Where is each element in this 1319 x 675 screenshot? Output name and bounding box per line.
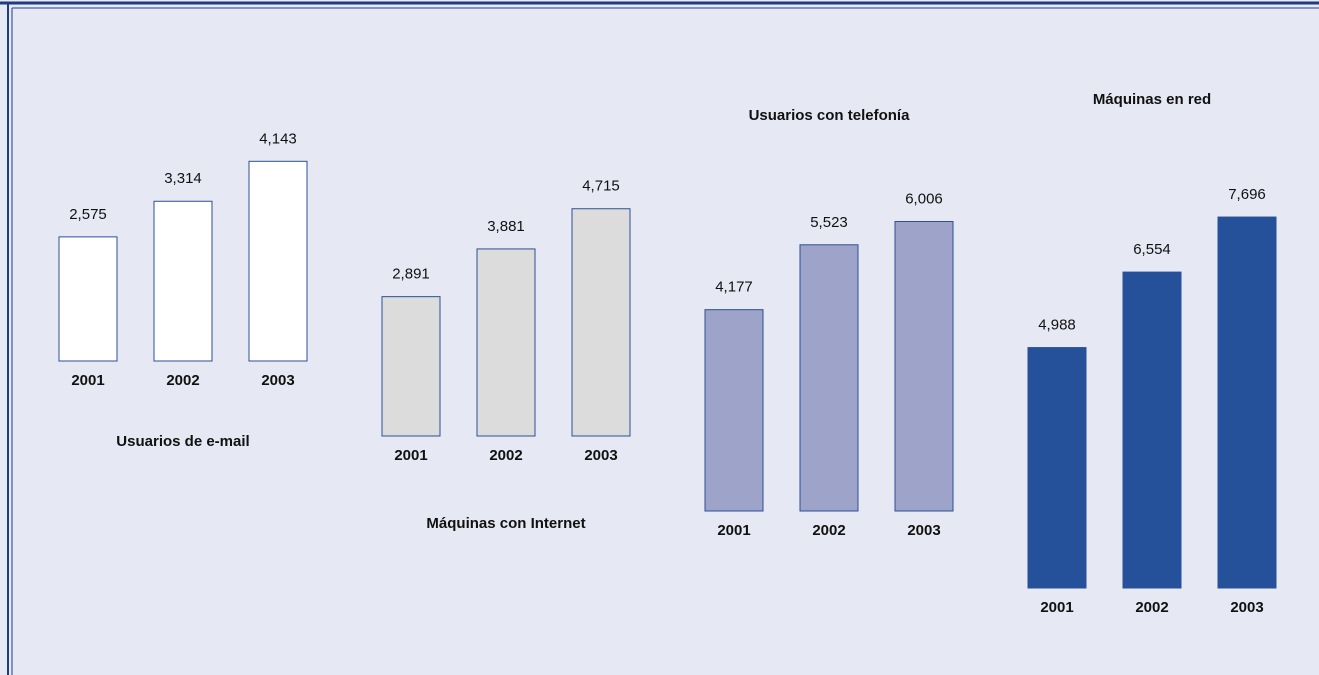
bar [1122, 271, 1182, 589]
category-label: 2003 [584, 447, 617, 464]
chart-title: Máquinas en red [1093, 91, 1211, 108]
value-label: 4,988 [1038, 317, 1076, 334]
value-label: 5,523 [810, 214, 848, 231]
category-label: 2003 [1230, 599, 1263, 616]
bar [248, 160, 308, 362]
bar [58, 236, 118, 362]
bar [153, 200, 213, 362]
value-label: 7,696 [1228, 186, 1266, 203]
category-label: 2001 [71, 372, 104, 389]
bar [799, 244, 859, 512]
chart-title: Usuarios con telefonía [749, 107, 911, 124]
bar [381, 296, 441, 437]
bar [476, 248, 536, 437]
category-label: 2003 [261, 372, 294, 389]
category-label: 2001 [394, 447, 427, 464]
bar [704, 309, 764, 512]
chart-title: Máquinas con Internet [426, 515, 585, 532]
value-label: 4,177 [715, 279, 753, 296]
category-label: 2003 [907, 522, 940, 539]
value-label: 3,881 [487, 218, 525, 235]
value-label: 6,554 [1133, 241, 1171, 258]
category-label: 2001 [717, 522, 750, 539]
bar [571, 208, 631, 437]
bar [894, 221, 954, 512]
chart-title: Usuarios de e-mail [116, 433, 249, 450]
category-label: 2001 [1040, 599, 1073, 616]
value-label: 2,891 [392, 266, 430, 283]
category-label: 2002 [812, 522, 845, 539]
category-label: 2002 [1135, 599, 1168, 616]
value-label: 2,575 [69, 206, 107, 223]
value-label: 4,715 [582, 178, 620, 195]
category-label: 2002 [489, 447, 522, 464]
value-label: 3,314 [164, 170, 202, 187]
value-label: 6,006 [905, 190, 943, 207]
bar [1027, 347, 1087, 589]
value-label: 4,143 [259, 130, 297, 147]
category-label: 2002 [166, 372, 199, 389]
bar [1217, 216, 1277, 589]
